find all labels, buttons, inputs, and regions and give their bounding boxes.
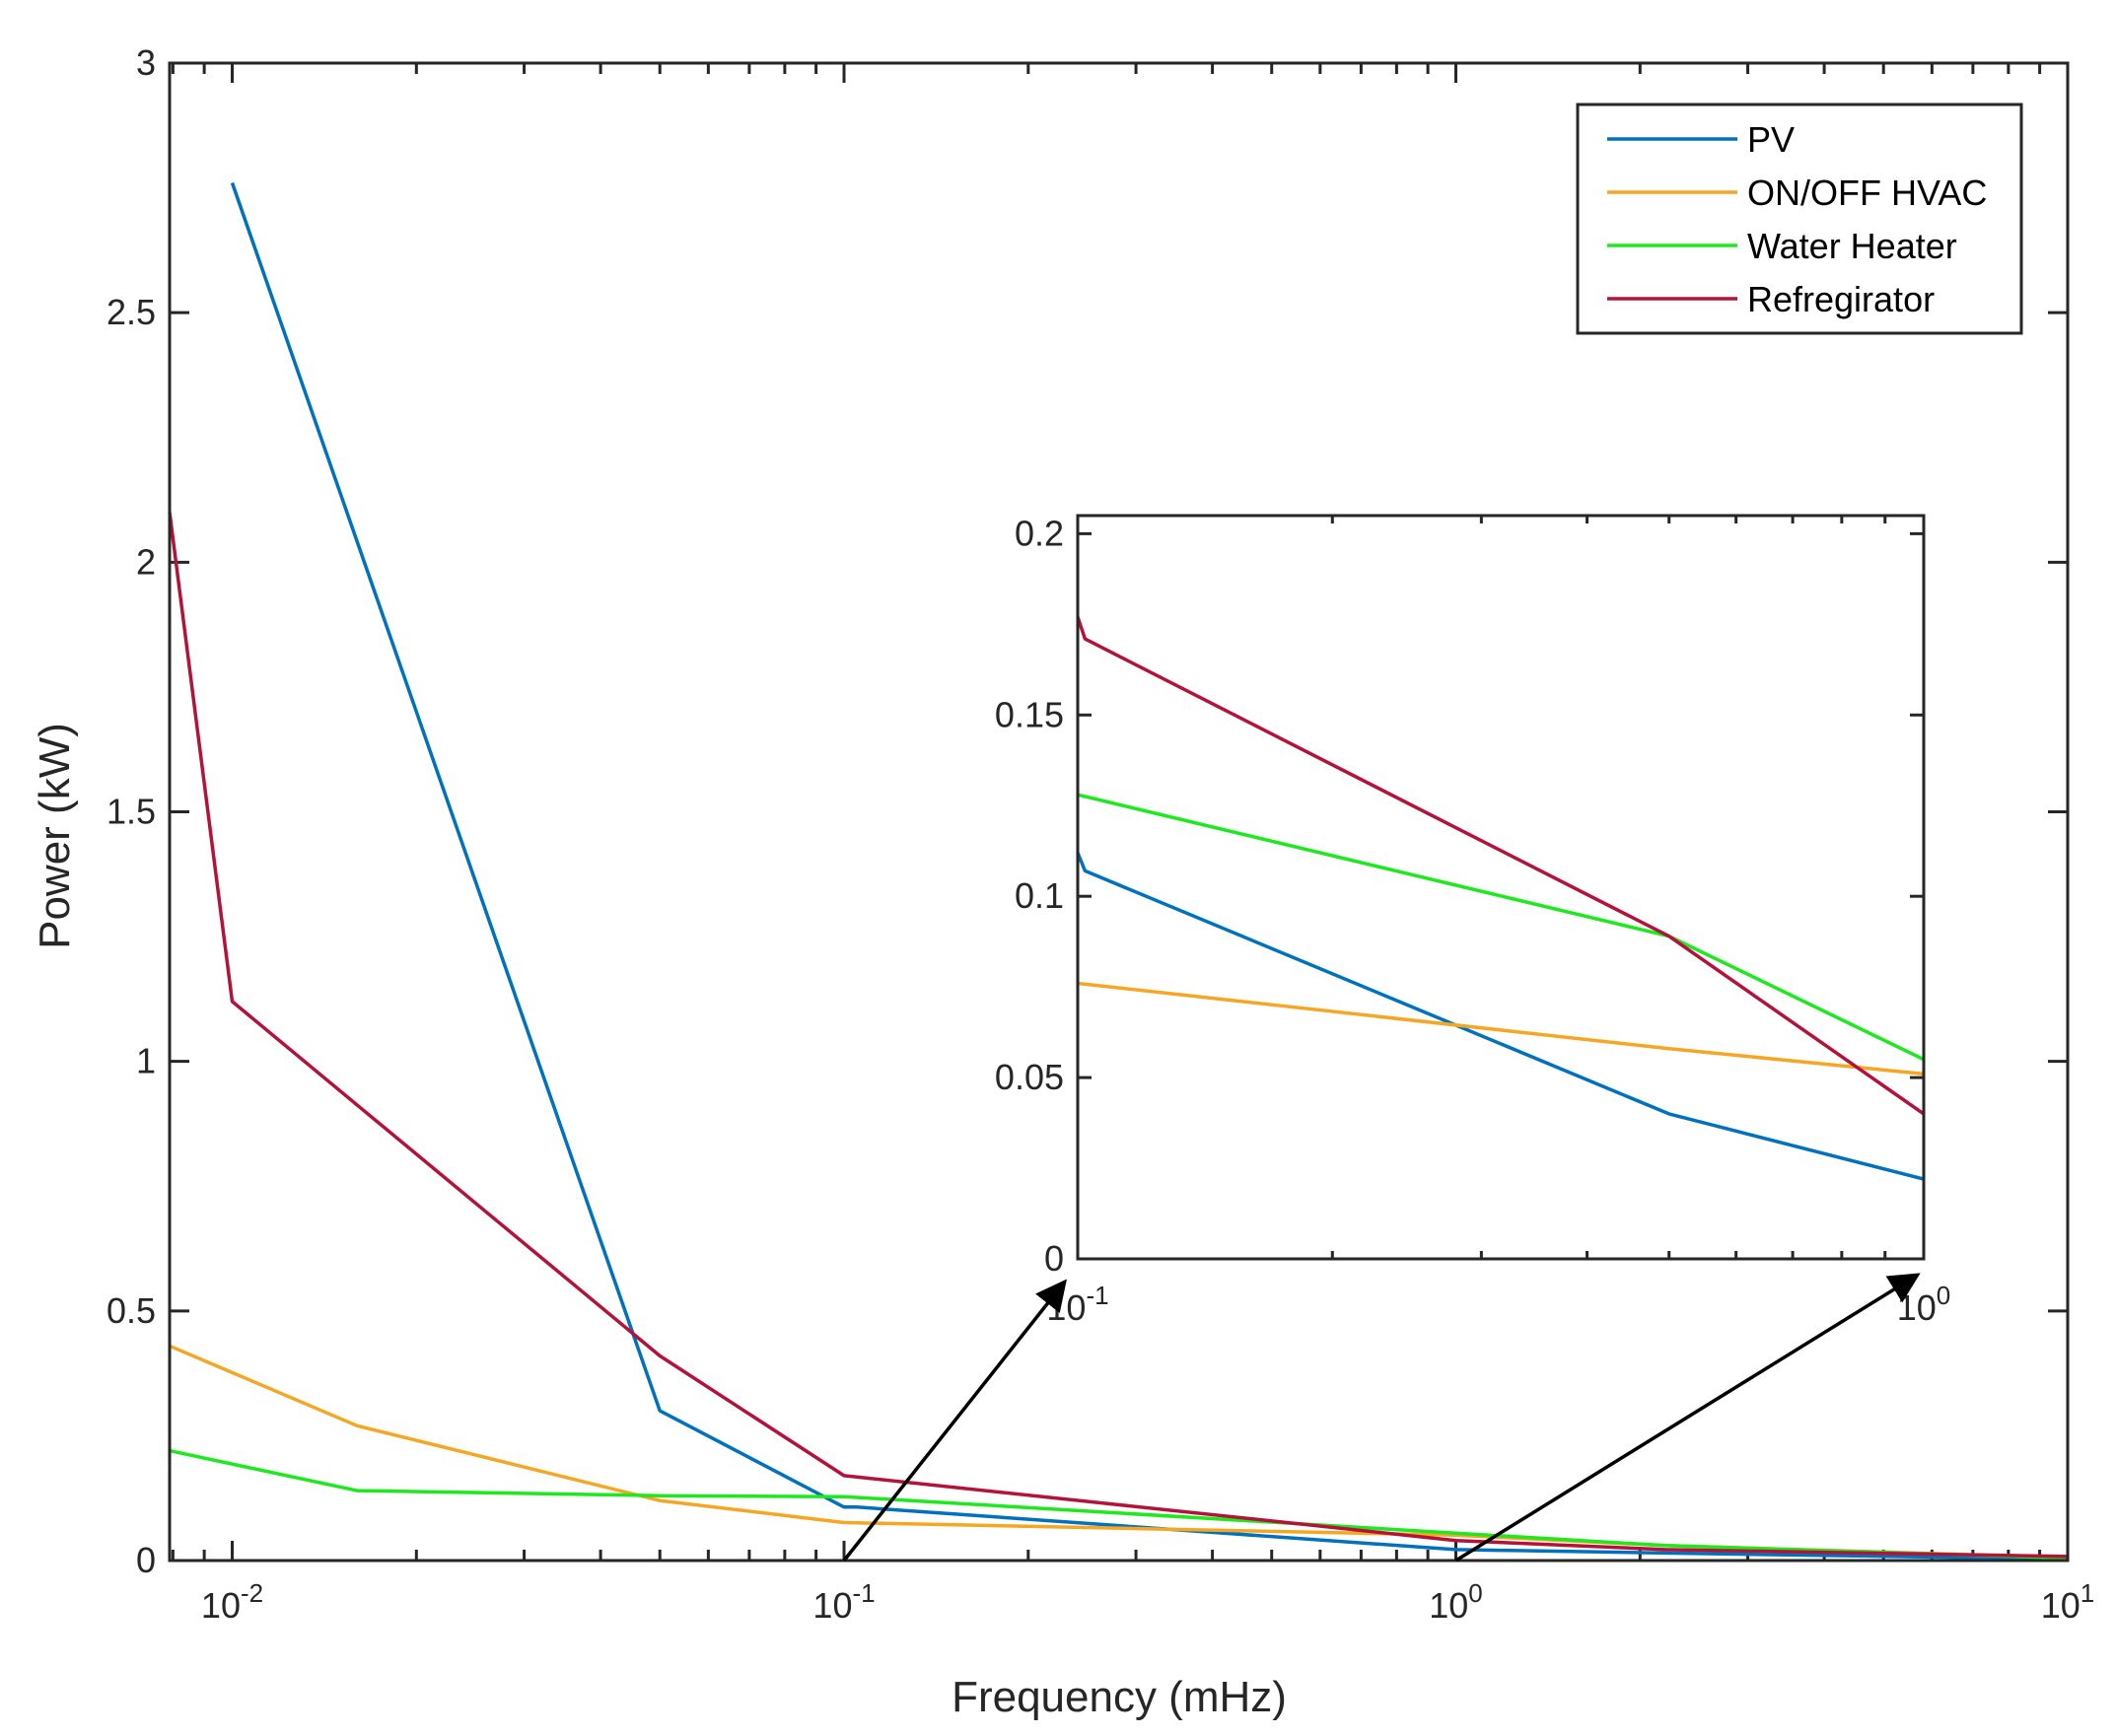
legend-label-pv: PV xyxy=(1747,119,1795,160)
inset-y-tick-label: 0.15 xyxy=(995,694,1064,734)
zoom-arrows xyxy=(842,1273,1921,1562)
main-series-pv xyxy=(230,181,2069,1562)
main-series-refregirator xyxy=(168,512,2069,1559)
inset-y-tick-label: 0.1 xyxy=(1015,875,1064,916)
legend-label-refregirator: Refregirator xyxy=(1747,279,1935,319)
main-y-tick-label: 2.5 xyxy=(106,292,156,332)
inset-series-pv xyxy=(1076,852,1925,1181)
tick-label-exponent: -2 xyxy=(241,1578,263,1608)
zoom-arrow-right xyxy=(1454,1273,1921,1562)
main-x-tick-label: 10-2 xyxy=(201,1578,263,1626)
main-y-tick-label: 1.5 xyxy=(106,792,156,832)
inset-y-tick-label: 0.2 xyxy=(1015,513,1064,553)
main-x-axis-label: Frequency (mHz) xyxy=(952,1673,1287,1721)
inset-series-refregirator xyxy=(1076,616,1926,1116)
tick-label-base: 10 xyxy=(1046,1287,1086,1328)
tick-label-base: 10 xyxy=(201,1585,241,1626)
tick-label-exponent: -1 xyxy=(1086,1281,1108,1310)
main-x-tick-label: 10-1 xyxy=(812,1578,875,1626)
legend-box xyxy=(1576,103,2023,335)
main-y-tick-label: 3 xyxy=(136,42,156,83)
main-y-tick-label: 1 xyxy=(136,1041,156,1081)
tick-label-base: 10 xyxy=(1429,1585,1468,1626)
tick-label-exponent: 0 xyxy=(1468,1578,1482,1608)
tick-label-exponent: -1 xyxy=(852,1578,875,1608)
main-x-tick-label: 101 xyxy=(2041,1578,2095,1626)
legend: PV ON/OFF HVAC Water Heater Refregirator xyxy=(1576,103,2023,335)
tick-label-base: 10 xyxy=(1897,1287,1937,1328)
inset-axes-frame xyxy=(1076,514,1926,1261)
legend-label-water-heater: Water Heater xyxy=(1747,226,1957,266)
inset-series-on-off-hvac xyxy=(1077,981,1925,1076)
main-y-tick-label: 0 xyxy=(136,1540,156,1580)
zoom-arrow-left xyxy=(842,1279,1067,1562)
tick-label-exponent: 1 xyxy=(2081,1578,2094,1608)
main-x-tick-label: 100 xyxy=(1429,1578,1483,1626)
main-y-tick-label: 2 xyxy=(136,541,156,582)
tick-label-exponent: 0 xyxy=(1937,1281,1950,1310)
inset-y-tick-label: 0 xyxy=(1044,1238,1064,1279)
main-series-water-heater xyxy=(169,1448,2069,1561)
legend-label-on-off-hvac: ON/OFF HVAC xyxy=(1747,173,1987,213)
inset-y-tick-label: 0.05 xyxy=(995,1057,1064,1097)
tick-label-base: 10 xyxy=(812,1585,852,1626)
tick-label-base: 10 xyxy=(2041,1585,2081,1626)
main-axes-frame xyxy=(168,61,2070,1562)
main-y-tick-label: 0.5 xyxy=(106,1290,156,1331)
inset-plot-area xyxy=(1078,516,1924,1259)
main-y-axis-label: Power (kW) xyxy=(31,723,79,949)
